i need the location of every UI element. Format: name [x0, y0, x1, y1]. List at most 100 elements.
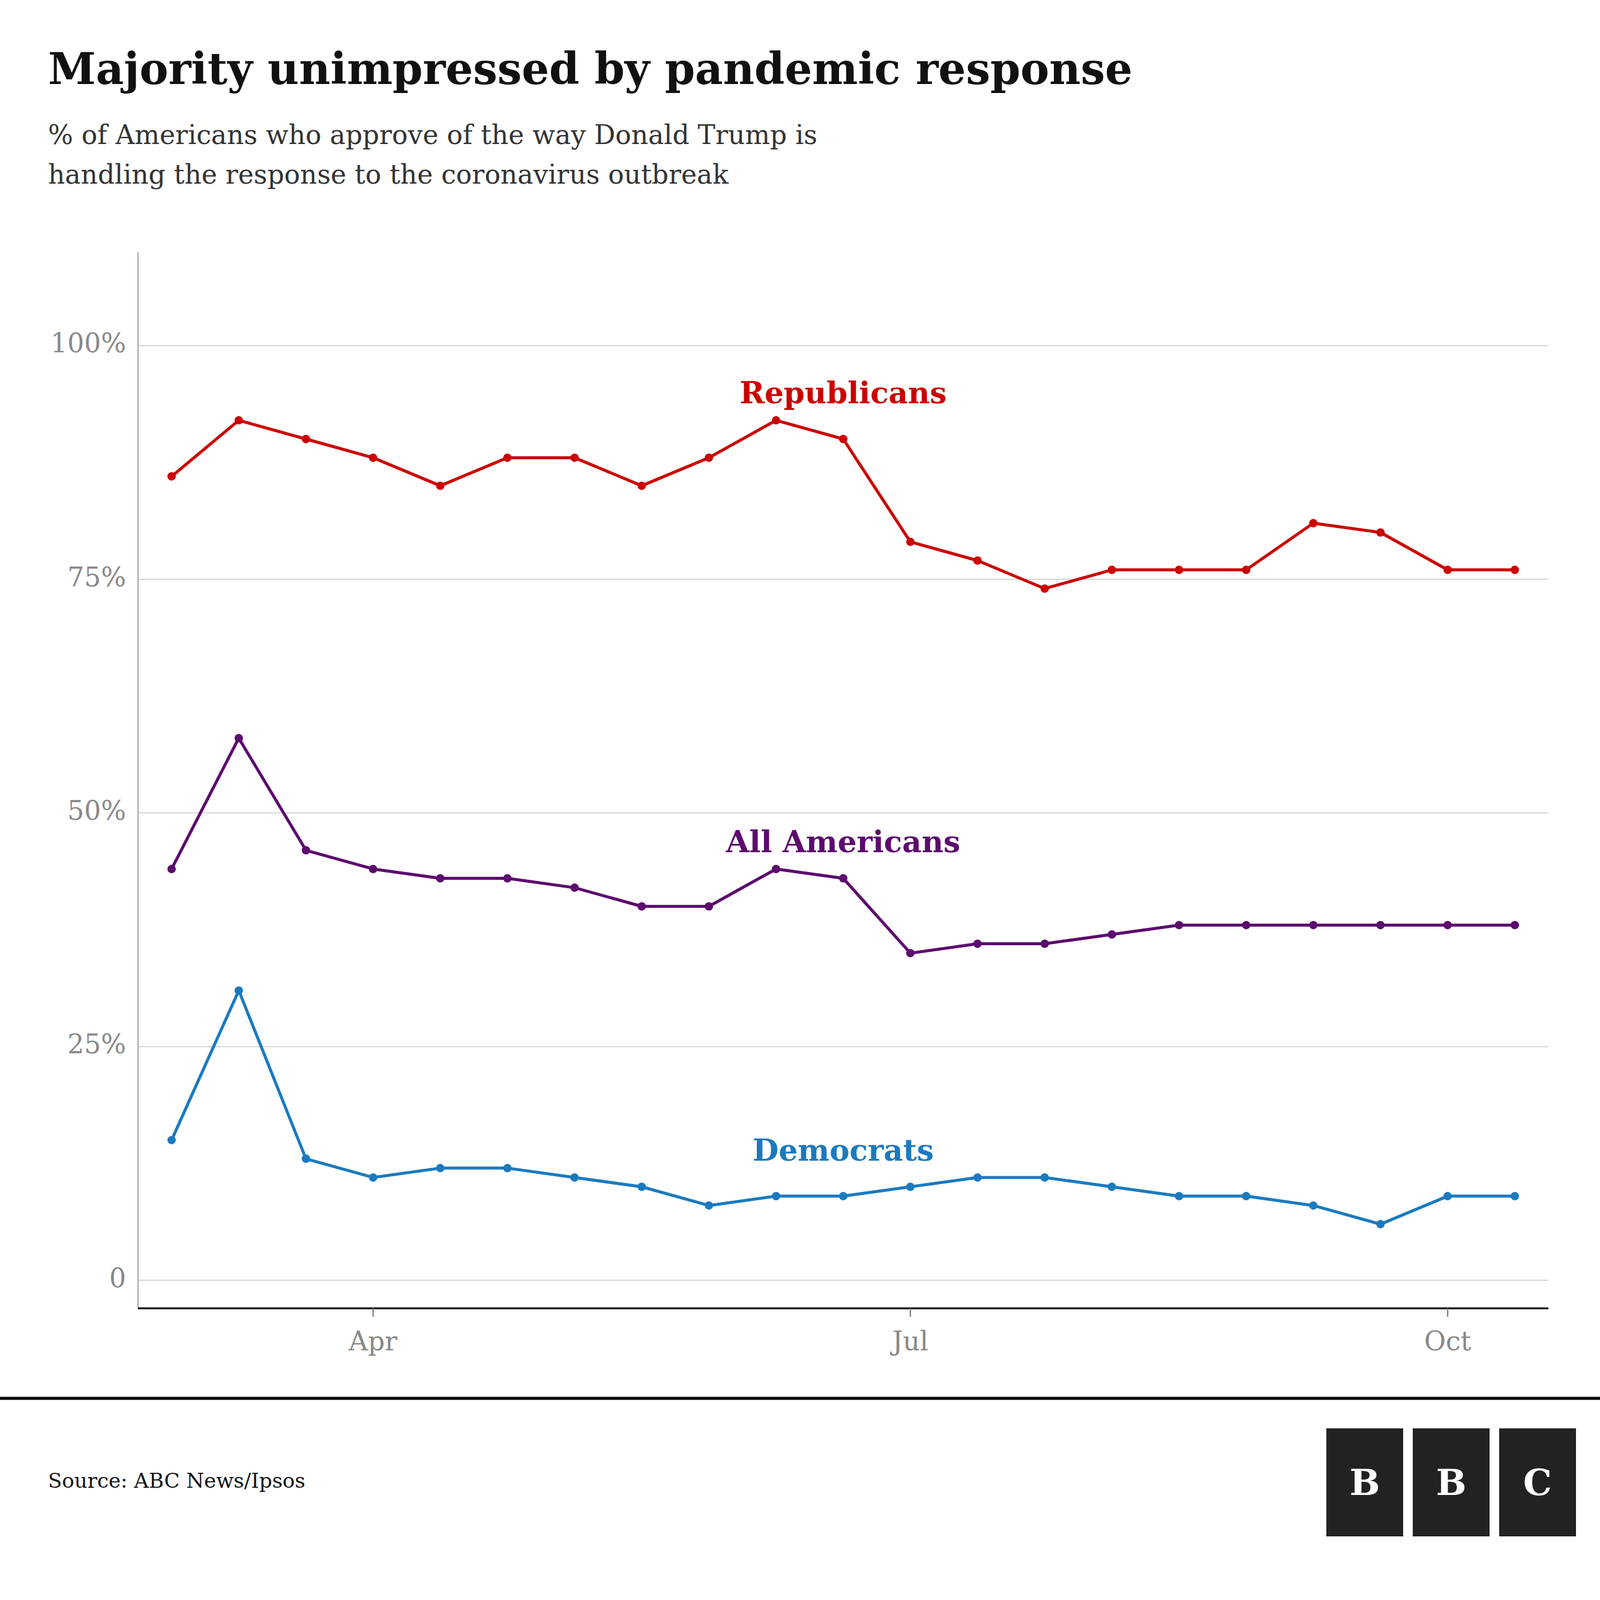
point-marker	[1443, 1191, 1452, 1201]
logo-text: BBC	[1349, 1461, 1552, 1504]
point-marker	[637, 1182, 646, 1192]
y-tick-label: 0	[109, 1262, 127, 1294]
point-marker	[1443, 565, 1452, 575]
point-marker	[1510, 920, 1519, 930]
point-marker	[906, 948, 915, 958]
point-marker	[1040, 584, 1050, 593]
point-marker	[704, 902, 713, 911]
point-marker	[637, 481, 646, 490]
point-marker	[1040, 1173, 1050, 1182]
point-marker	[502, 874, 512, 883]
point-marker	[839, 1191, 848, 1201]
point-marker	[973, 939, 982, 949]
point-marker	[1241, 920, 1251, 930]
plot-area	[167, 415, 1519, 1228]
point-marker	[1376, 920, 1385, 930]
grid-line	[138, 1280, 1549, 1282]
series-line	[171, 420, 1515, 589]
logo: BBC	[1326, 1428, 1576, 1537]
point-marker	[839, 435, 848, 444]
point-marker	[1376, 1220, 1385, 1229]
logo-box	[1499, 1428, 1576, 1537]
point-marker	[301, 435, 311, 444]
y-tick-label: 75%	[67, 561, 127, 593]
point-marker	[167, 472, 176, 481]
grid-line	[138, 1046, 1549, 1048]
point-marker	[1376, 528, 1385, 537]
point-marker	[502, 1163, 512, 1173]
y-tick-label: 50%	[67, 795, 127, 826]
x-tick-label: Oct	[1424, 1325, 1472, 1357]
grid-line	[138, 345, 1549, 347]
point-marker	[436, 481, 445, 490]
point-marker	[1175, 565, 1184, 575]
subtitle-line: % of Americans who approve of the way Do…	[48, 119, 818, 151]
subtitle-line: handling the response to the coronavirus…	[48, 159, 729, 190]
logo-letter: B	[1349, 1461, 1381, 1504]
series-label: Democrats	[752, 1132, 934, 1168]
point-marker	[570, 883, 579, 892]
grid-line	[138, 812, 1549, 814]
point-marker	[369, 1173, 378, 1182]
point-marker	[839, 874, 848, 883]
point-marker	[369, 453, 378, 463]
point-marker	[234, 415, 244, 425]
chart: Majority unimpressed by pandemic respons…	[0, 0, 1600, 1600]
point-marker	[301, 1154, 311, 1164]
point-marker	[1040, 939, 1050, 949]
point-marker	[906, 537, 915, 547]
x-tick	[909, 1308, 912, 1317]
point-marker	[167, 864, 176, 874]
point-marker	[906, 1182, 915, 1192]
y-tick-label: 100%	[50, 327, 127, 359]
source: Source: ABC News/Ipsos	[48, 1468, 306, 1493]
title: Majority unimpressed by pandemic respons…	[48, 43, 1133, 95]
point-marker	[1107, 930, 1117, 939]
point-marker	[973, 1173, 982, 1182]
logo-letter: C	[1523, 1461, 1552, 1504]
series-line	[171, 738, 1515, 954]
y-tick-label: 25%	[67, 1028, 127, 1060]
y-axis-line	[137, 252, 139, 1309]
logo-box	[1412, 1428, 1490, 1537]
background	[0, 0, 1600, 1600]
point-marker	[704, 1201, 713, 1210]
point-marker	[570, 1173, 579, 1182]
point-marker	[570, 453, 579, 463]
point-marker	[1308, 519, 1318, 528]
grid	[138, 345, 1549, 1281]
point-marker	[234, 986, 244, 995]
point-marker	[771, 1191, 781, 1201]
point-marker	[637, 902, 646, 911]
subtitle: % of Americans who approve of the way Do…	[48, 119, 818, 190]
series-label: Republicans	[739, 375, 948, 411]
point-marker	[1241, 1191, 1251, 1201]
point-marker	[771, 864, 781, 874]
series-label: All Americans	[725, 824, 961, 860]
point-marker	[502, 453, 512, 463]
point-marker	[973, 556, 982, 565]
x-tick	[1446, 1308, 1449, 1317]
point-marker	[1107, 565, 1117, 575]
point-marker	[1175, 920, 1184, 930]
point-marker	[301, 846, 311, 855]
point-marker	[704, 453, 713, 463]
point-marker	[1308, 920, 1318, 930]
point-marker	[1443, 920, 1452, 930]
point-marker	[1510, 1191, 1519, 1201]
point-marker	[1510, 565, 1519, 575]
x-tick-label: Jul	[890, 1325, 929, 1357]
point-marker	[1175, 1191, 1184, 1201]
point-marker	[1241, 565, 1251, 575]
point-marker	[234, 733, 244, 743]
point-marker	[369, 864, 378, 874]
logo-letter: B	[1436, 1461, 1467, 1504]
footer-rule	[0, 1397, 1600, 1401]
point-marker	[167, 1136, 176, 1145]
point-marker	[436, 1163, 445, 1173]
point-marker	[436, 874, 445, 883]
x-tick	[372, 1308, 374, 1317]
series-line	[171, 990, 1515, 1224]
point-marker	[1107, 1182, 1117, 1192]
x-tick-label: Apr	[348, 1325, 398, 1357]
